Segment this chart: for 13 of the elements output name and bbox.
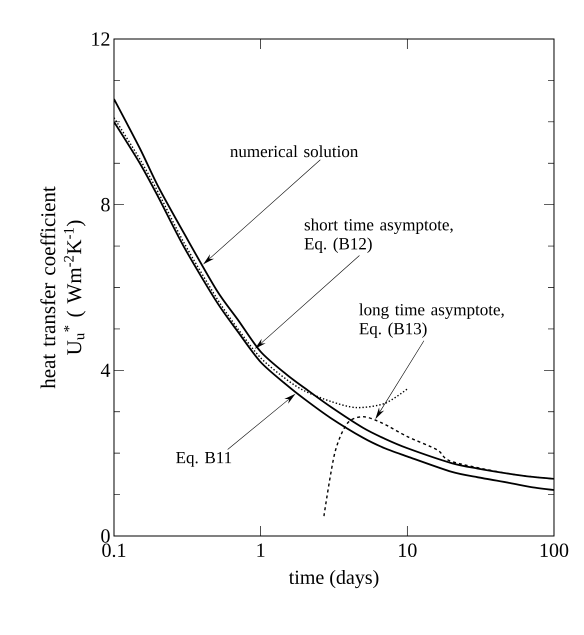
annotation: Eq. B11	[176, 452, 232, 467]
y-tick-label: 0	[101, 529, 110, 543]
annotation: short time asymptote, Eq. (B12)	[304, 218, 453, 253]
y-tick-label: 8	[101, 198, 110, 212]
x-tick-label: 0.1	[102, 544, 126, 558]
x-tick-label: 100	[540, 544, 568, 558]
x-tick-label: 1	[257, 544, 264, 557]
y-tick-label: 12	[92, 32, 110, 46]
y-tick-label: 4	[100, 364, 110, 377]
annotation: long time asymptote, Eq. (B13)	[359, 303, 504, 338]
x-axis-title: time (days)	[288, 570, 378, 588]
x-tick-label: 10	[399, 544, 417, 558]
annotation: numerical solution	[230, 145, 358, 158]
